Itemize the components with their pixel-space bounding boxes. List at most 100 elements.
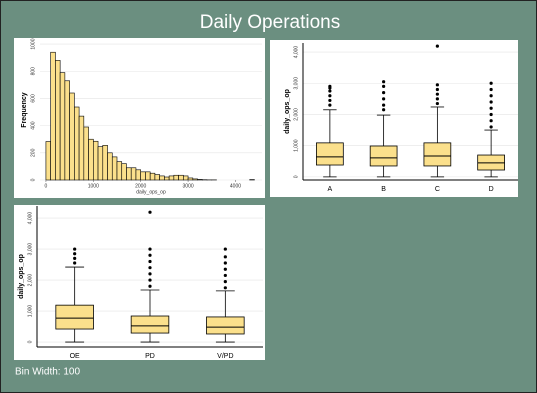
bar xyxy=(140,171,146,181)
y-tick-label: 0 xyxy=(293,175,299,178)
outlier xyxy=(382,84,386,88)
bar xyxy=(97,146,104,181)
x-tick-label: 4000 xyxy=(230,183,241,189)
y-tick-label: 600 xyxy=(30,94,36,103)
box xyxy=(316,142,344,166)
bar xyxy=(121,163,127,181)
outlier xyxy=(489,81,493,85)
bar xyxy=(149,172,156,181)
panel xyxy=(14,205,265,360)
bar xyxy=(69,92,75,181)
bar xyxy=(78,115,85,181)
bar xyxy=(59,72,66,181)
outlier xyxy=(148,284,152,288)
box xyxy=(423,142,452,167)
y-tick-label: 4,000 xyxy=(27,212,33,225)
bar xyxy=(159,175,165,181)
outlier xyxy=(382,108,386,112)
outlier xyxy=(73,247,77,251)
y-tick-label: 1,000 xyxy=(293,139,299,152)
bar xyxy=(145,171,151,181)
outlier xyxy=(435,83,439,87)
outlier xyxy=(489,87,493,92)
outlier xyxy=(328,103,332,107)
bar xyxy=(164,176,170,181)
x-tick-label: B xyxy=(381,186,386,193)
outlier xyxy=(382,91,386,95)
outlier xyxy=(148,272,152,276)
outlier xyxy=(435,101,439,106)
outlier xyxy=(328,89,332,93)
outlier xyxy=(148,210,152,214)
x-tick-label: C xyxy=(435,186,440,193)
bar xyxy=(50,51,56,181)
y-tick-label: 0 xyxy=(27,340,33,343)
y-tick-label: 1,000 xyxy=(27,305,33,318)
bar xyxy=(93,140,99,181)
y-axis-label: Frequency xyxy=(21,92,28,128)
bar xyxy=(126,167,132,181)
outlier xyxy=(328,84,332,88)
y-tick-label: 3,000 xyxy=(27,243,33,256)
outlier xyxy=(435,97,439,101)
outlier xyxy=(489,119,493,123)
x-tick-label: A xyxy=(328,186,333,193)
bar xyxy=(192,178,198,181)
y-tick-label: 2,000 xyxy=(293,108,299,121)
title: Daily Operations xyxy=(200,12,340,33)
x-tick-label: OE xyxy=(70,353,80,360)
y-tick-label: 2,000 xyxy=(27,274,33,287)
bar xyxy=(154,174,160,181)
x-axis-label: daily_ops_op xyxy=(136,189,166,195)
box xyxy=(130,315,170,334)
outlier xyxy=(435,87,439,92)
outlier xyxy=(328,98,332,103)
x-tick-label: V/PD xyxy=(217,353,233,360)
outlier xyxy=(435,92,439,96)
box xyxy=(206,316,245,335)
outlier xyxy=(148,259,152,264)
box xyxy=(55,304,94,330)
outlier xyxy=(489,112,493,117)
x-tick-label: 0 xyxy=(45,183,48,189)
bar xyxy=(173,174,179,181)
bar xyxy=(187,177,194,181)
bar xyxy=(102,145,108,181)
bar xyxy=(111,156,118,181)
bar xyxy=(107,152,113,181)
bar xyxy=(116,161,123,181)
bar xyxy=(88,138,94,181)
outlier xyxy=(148,247,152,251)
outlier xyxy=(73,256,77,260)
outlier xyxy=(73,261,77,265)
y-tick-label: 400 xyxy=(30,121,36,130)
bar xyxy=(83,126,89,181)
bar xyxy=(183,175,189,181)
box xyxy=(369,145,398,167)
bar xyxy=(55,60,61,181)
outlier xyxy=(223,247,227,251)
outlier xyxy=(489,94,493,98)
y-tick-label: 200 xyxy=(30,148,36,157)
outlier xyxy=(223,280,227,284)
bar xyxy=(168,175,175,181)
bar xyxy=(178,174,184,181)
outlier xyxy=(489,125,493,129)
outlier xyxy=(489,100,493,104)
footnote: Bin Width: 100 xyxy=(15,367,80,378)
x-tick-label: PD xyxy=(145,353,155,360)
outlier xyxy=(382,80,386,84)
outlier xyxy=(73,252,77,256)
y-axis-label: daily_ops_op xyxy=(284,89,291,134)
outlier xyxy=(223,255,227,259)
bar xyxy=(197,179,203,181)
outlier xyxy=(435,44,439,48)
y-tick-label: 800 xyxy=(30,67,36,76)
outlier xyxy=(223,286,227,290)
outlier xyxy=(223,273,227,278)
bar xyxy=(130,167,137,181)
x-tick-label: D xyxy=(489,186,494,193)
outlier xyxy=(382,97,386,101)
bar xyxy=(135,169,141,181)
